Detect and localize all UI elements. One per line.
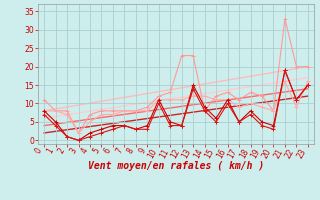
X-axis label: Vent moyen/en rafales ( km/h ): Vent moyen/en rafales ( km/h ) [88, 161, 264, 171]
